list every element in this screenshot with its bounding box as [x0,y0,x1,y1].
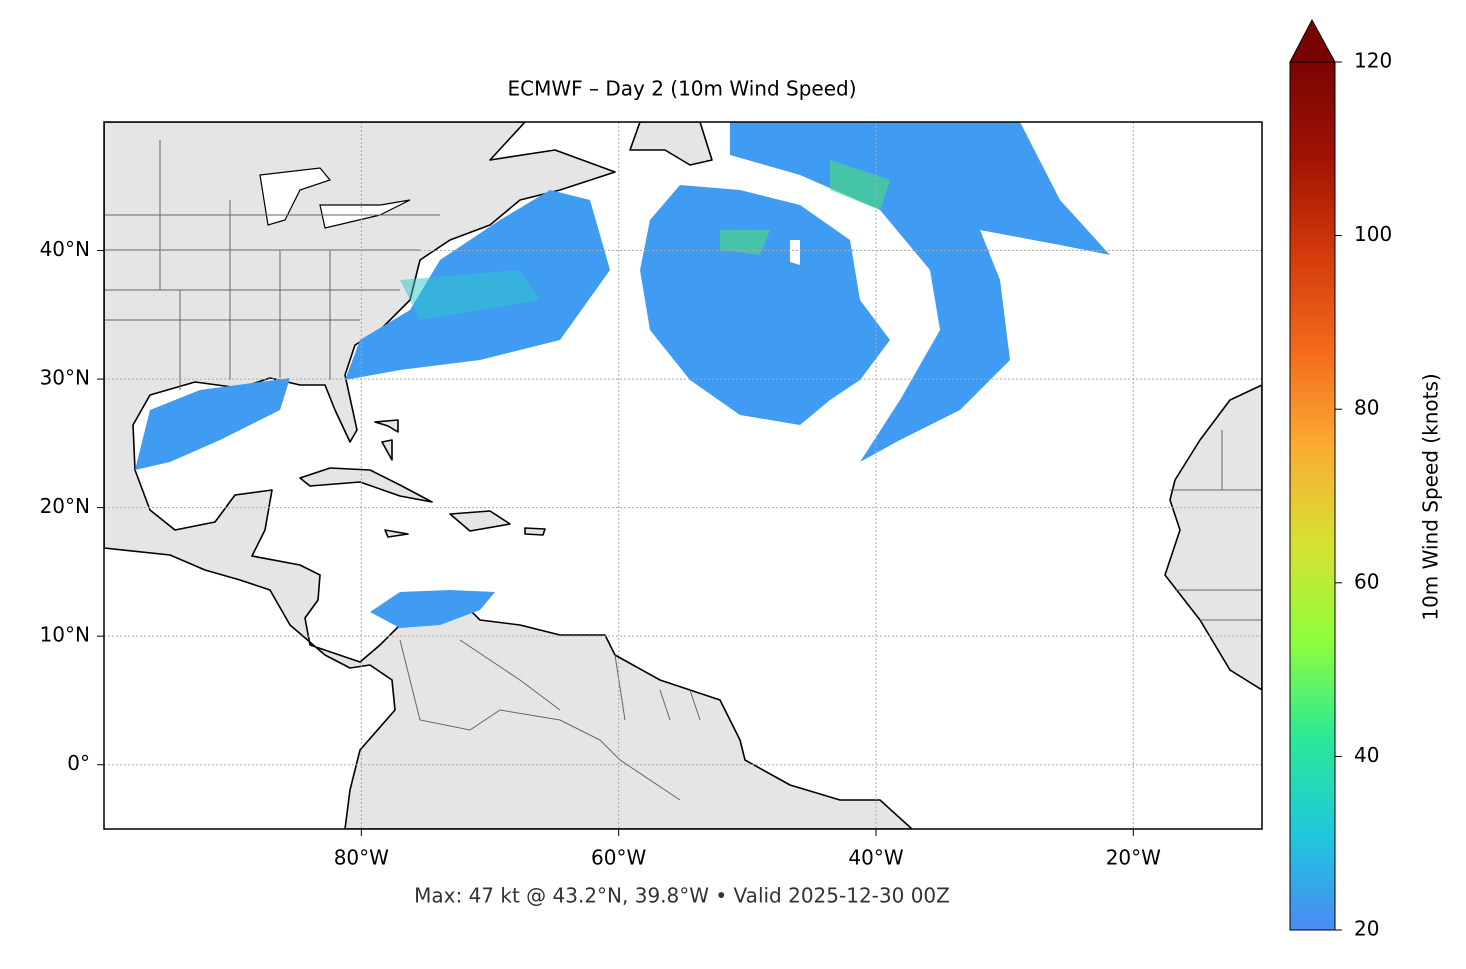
footnote: Max: 47 kt @ 43.2°N, 39.8°W • Valid 2025… [414,884,950,908]
map-frame [103,121,1263,830]
map-area [104,122,1262,829]
y-tick-label: 30°N [40,366,90,390]
great-lakes [259,167,411,229]
x-tick-label: 40°W [848,846,903,870]
wind-field [135,122,1110,628]
africa [1164,384,1262,691]
y-tick-label: 20°N [40,494,90,518]
hispaniola [449,510,511,532]
colorbar-tick-label: 120 [1354,49,1392,73]
colorbar-extend [1289,18,1336,63]
wind-patch [640,185,890,425]
colorbar-label: 10m Wind Speed (knots) [1419,373,1443,620]
chart-title: ECMWF – Day 2 (10m Wind Speed) [508,77,857,101]
x-tick-label: 80°W [334,846,389,870]
colorbar-tick-label: 40 [1354,743,1379,767]
borders [104,140,1262,801]
newfoundland [629,122,713,166]
colorbar-tick-label: 80 [1354,396,1379,420]
colorbar-tick-label: 20 [1354,917,1379,941]
y-tick-label: 0° [67,751,90,775]
x-tick-label: 60°W [591,846,646,870]
colorbar-tick-label: 60 [1354,569,1379,593]
wind-patch [730,122,1110,462]
wind-patch [370,590,495,628]
bahamas [374,419,399,461]
x-tick-label: 20°W [1106,846,1161,870]
colorbar-tick-label: 100 [1354,222,1392,246]
y-tick-label: 10°N [40,623,90,647]
puerto-rico [524,527,546,536]
cuba [299,467,433,503]
colorbar [1289,61,1336,931]
grid [104,122,1262,829]
y-tick-label: 40°N [40,237,90,261]
wind-patch [135,378,290,470]
jamaica [384,529,409,538]
